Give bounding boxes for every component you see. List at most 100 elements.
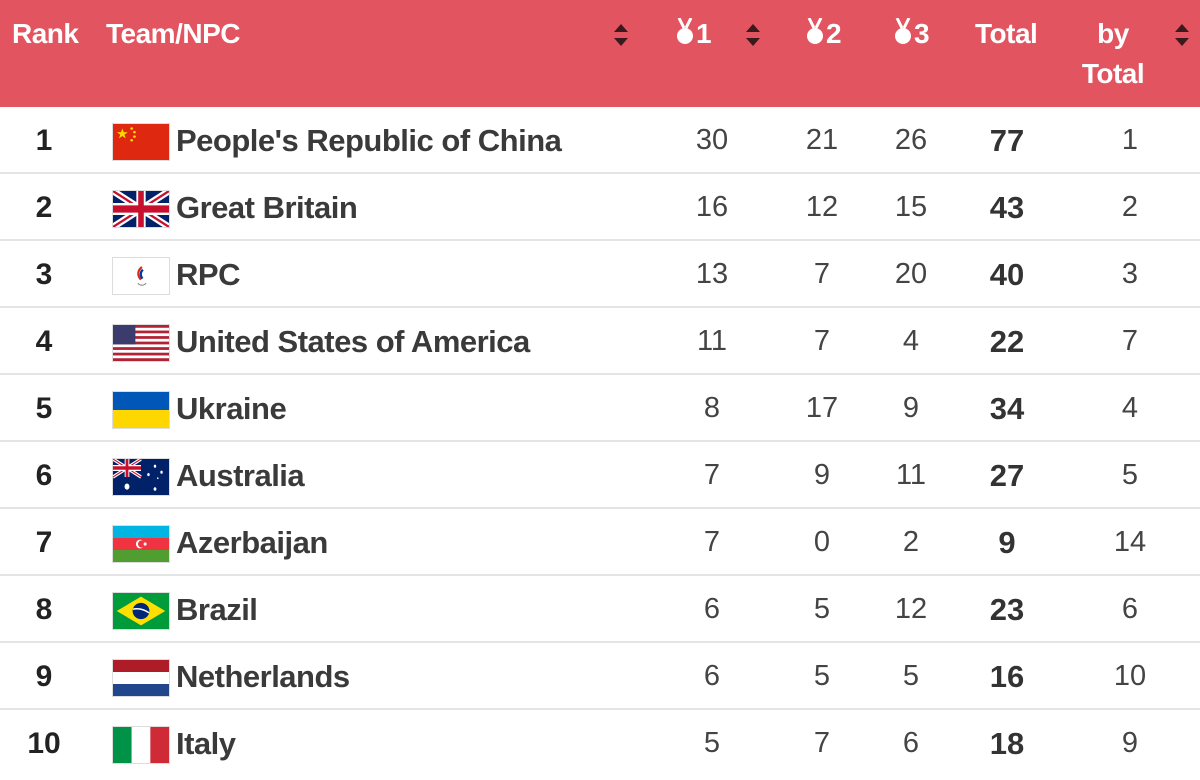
medal-icon [676,17,694,57]
gold-count: 30 [695,124,729,156]
rank-cell: 10 [27,727,61,760]
table-row[interactable]: 8 Brazil 6 5 12 23 6 [0,576,1200,643]
silver-count: 21 [805,124,839,156]
header-gold-label: 1 [696,18,712,49]
silver-count: 5 [813,660,831,692]
gold-count: 7 [703,459,721,491]
rank-by-total: 2 [1121,191,1139,223]
azerbaijan-flag-icon [112,525,170,563]
table-row[interactable]: 6 Australia 7 9 11 27 5 [0,442,1200,509]
header-total[interactable]: Total [975,18,1038,49]
header-rank[interactable]: Rank [12,18,79,49]
rank-by-total: 14 [1113,526,1147,558]
rank-cell: 9 [35,660,53,693]
sort-team-icon[interactable] [614,24,628,46]
rank-cell: 5 [35,392,53,425]
header-by-total-line1: by [1097,18,1129,49]
header-by-total[interactable]: by Total [1068,14,1158,94]
total-count: 9 [998,525,1016,560]
rank-cell: 4 [35,325,53,358]
bronze-count: 12 [894,593,928,625]
medal-icon [894,17,912,57]
total-count: 43 [989,190,1025,225]
bronze-count: 2 [902,526,920,558]
header-team[interactable]: Team/NPC [106,18,240,49]
rank-by-total: 9 [1121,727,1139,759]
table-row[interactable]: 7 Azerbaijan 7 0 2 9 14 [0,509,1200,576]
table-row[interactable]: 10 Italy 5 7 6 18 9 [0,710,1200,777]
silver-count: 7 [813,258,831,290]
sort-gold-icon[interactable] [746,24,760,46]
bronze-count: 9 [902,392,920,424]
silver-count: 9 [813,459,831,491]
team-name[interactable]: Italy [176,726,236,761]
gold-count: 11 [696,325,728,357]
header-by-total-line2: Total [1081,58,1145,89]
table-row[interactable]: 9 Netherlands 6 5 5 16 10 [0,643,1200,710]
bronze-count: 15 [894,191,928,223]
table-header: Rank Team/NPC 1 2 3 Total by Total [0,0,1200,107]
rpc-flag-icon [112,257,170,295]
table-row[interactable]: 4 United States of America 11 7 4 22 7 [0,308,1200,375]
table-row[interactable]: 2 Great Britain 16 12 15 43 2 [0,174,1200,241]
medal-icon [806,17,824,57]
netherlands-flag-icon [112,659,170,697]
team-name[interactable]: RPC [176,257,240,292]
table-row[interactable]: 5 Ukraine 8 17 9 34 4 [0,375,1200,442]
gold-count: 6 [703,660,721,692]
bronze-count: 5 [902,660,920,692]
total-count: 23 [989,592,1025,627]
team-name[interactable]: Ukraine [176,391,287,426]
rank-by-total: 5 [1121,459,1139,491]
header-bronze-label: 3 [914,18,930,49]
header-silver-label: 2 [826,18,842,49]
italy-flag-icon [112,726,170,764]
china-flag-icon [112,123,170,161]
team-name[interactable]: Netherlands [176,659,350,694]
rank-cell: 2 [35,191,53,224]
bronze-count: 20 [894,258,928,290]
gold-count: 16 [695,191,729,223]
gold-count: 5 [703,727,721,759]
gold-count: 13 [695,258,729,290]
total-count: 18 [989,726,1025,761]
ukraine-flag-icon [112,391,170,429]
bronze-count: 4 [902,325,920,357]
rank-by-total: 7 [1121,325,1139,357]
total-count: 77 [989,123,1025,158]
team-name[interactable]: People's Republic of China [176,123,562,158]
header-bronze[interactable]: 3 [894,14,930,57]
bronze-count: 26 [894,124,928,156]
rank-cell: 1 [35,124,53,157]
gold-count: 7 [703,526,721,558]
team-name[interactable]: Azerbaijan [176,525,328,560]
gold-count: 6 [703,593,721,625]
rank-by-total: 6 [1121,593,1139,625]
gold-count: 8 [703,392,721,424]
rank-by-total: 10 [1113,660,1147,692]
rank-by-total: 3 [1121,258,1139,290]
team-name[interactable]: Australia [176,458,305,493]
rank-by-total: 1 [1121,124,1139,156]
bronze-count: 11 [895,459,927,491]
silver-count: 17 [805,392,839,424]
header-gold[interactable]: 1 [676,14,712,57]
team-name[interactable]: Brazil [176,592,258,627]
header-silver[interactable]: 2 [806,14,842,57]
sort-by-total-icon[interactable] [1175,24,1189,46]
rank-by-total: 4 [1121,392,1139,424]
total-count: 40 [989,257,1025,292]
rank-cell: 3 [35,258,53,291]
total-count: 34 [989,391,1025,426]
rank-cell: 7 [35,526,53,559]
table-row[interactable]: 1 People's Republic of China 30 21 26 77… [0,107,1200,174]
team-name[interactable]: Great Britain [176,190,358,225]
table-row[interactable]: 3 RPC 13 7 20 40 3 [0,241,1200,308]
australia-flag-icon [112,458,170,496]
silver-count: 7 [813,325,831,357]
rank-cell: 8 [35,593,53,626]
silver-count: 0 [813,526,831,558]
team-name[interactable]: United States of America [176,324,530,359]
total-count: 16 [989,659,1025,694]
brazil-flag-icon [112,592,170,630]
